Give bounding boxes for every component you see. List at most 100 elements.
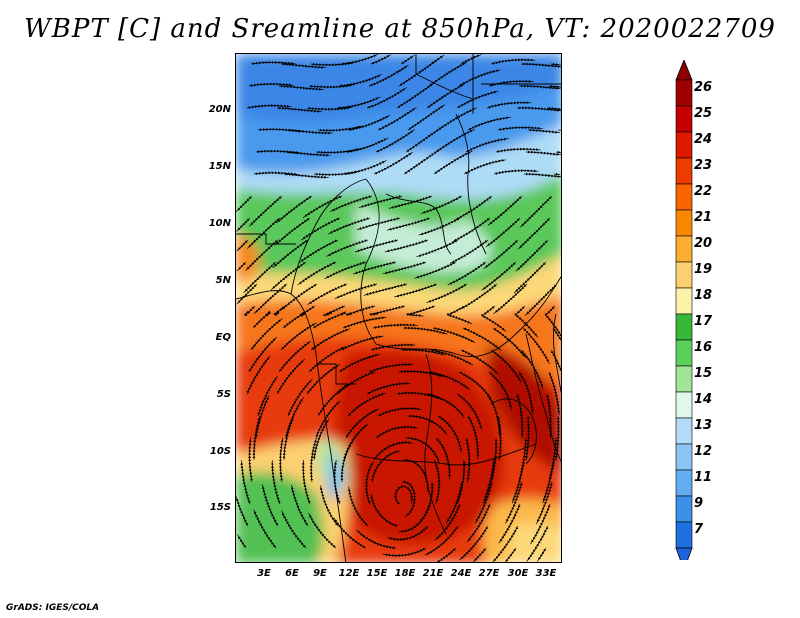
streamline <box>522 327 550 365</box>
colorbar-swatch <box>675 521 693 549</box>
lon-label-3e: 3E <box>257 568 271 579</box>
streamline <box>490 349 522 383</box>
streamline <box>504 547 517 562</box>
streamline <box>490 58 536 65</box>
lat-label-5s: 5S <box>216 389 231 400</box>
streamline <box>372 323 418 330</box>
colorbar-label: 22 <box>694 184 713 199</box>
streamline <box>310 328 351 351</box>
streamline <box>355 529 397 550</box>
lat-label-15s: 15S <box>209 502 231 513</box>
streamline <box>518 371 534 415</box>
streamline <box>340 335 384 351</box>
lon-label-6e: 6E <box>285 568 299 579</box>
streamline <box>467 116 511 131</box>
streamline <box>525 150 561 156</box>
colorbar-swatch <box>675 365 693 393</box>
streamline <box>492 525 519 562</box>
chart-title: WBPT [C] and Sreamline at 850hPa, VT: 20… <box>24 14 776 44</box>
streamline <box>338 353 380 373</box>
streamline <box>488 79 534 87</box>
streamline <box>387 525 429 541</box>
colorbar-label: 24 <box>694 132 713 147</box>
colorbar-swatch <box>675 183 693 211</box>
colorbar-swatch <box>675 339 693 367</box>
lat-label-5n: 5N <box>215 275 231 286</box>
lon-label-15e: 15E <box>366 568 388 579</box>
streamline <box>553 172 561 176</box>
streamline <box>437 415 462 453</box>
lon-label-21e: 21E <box>422 568 444 579</box>
streamline <box>236 217 251 232</box>
streamline <box>282 311 305 329</box>
streamline <box>420 195 463 214</box>
streamline <box>370 493 399 527</box>
streamline <box>253 283 288 315</box>
streamline <box>546 393 553 439</box>
streamline <box>243 305 256 317</box>
streamline <box>369 305 406 317</box>
streamline <box>309 437 317 483</box>
streamline <box>480 305 507 332</box>
streamline <box>252 415 261 460</box>
colorbar-label: 11 <box>694 470 713 485</box>
streamline <box>456 393 482 431</box>
streamline <box>248 437 254 483</box>
colorbar-swatch <box>675 417 693 445</box>
streamline <box>459 525 489 561</box>
streamline <box>312 311 346 329</box>
streamline <box>548 84 561 89</box>
streamline <box>236 195 253 213</box>
streamline <box>426 283 468 304</box>
lat-label-10s: 10S <box>209 446 231 457</box>
streamline <box>497 415 503 461</box>
streamline <box>550 349 561 372</box>
colorbar-swatch <box>675 261 693 289</box>
colorbar-bottom-arrow <box>675 547 693 560</box>
streamline <box>550 62 561 66</box>
lon-label-33e: 33E <box>535 568 557 579</box>
colorbar-swatch <box>675 391 693 419</box>
temperature-field <box>236 54 561 562</box>
colorbar-swatch <box>675 469 693 497</box>
colorbar-label: 12 <box>694 444 713 459</box>
streamline <box>521 62 561 68</box>
streamline <box>424 525 459 556</box>
streamline <box>377 406 422 417</box>
grads-credit: GrADS: IGES/COLA <box>6 603 100 613</box>
streamline <box>548 371 561 416</box>
streamline <box>342 316 387 329</box>
streamline <box>435 437 451 480</box>
streamline <box>454 195 493 221</box>
streamline <box>236 239 249 252</box>
streamline <box>426 83 465 109</box>
lon-label-18e: 18E <box>394 568 416 579</box>
colorbar-label: 7 <box>694 522 704 537</box>
colorbar-label: 9 <box>694 496 704 511</box>
streamline <box>366 382 411 395</box>
streamline <box>437 107 477 131</box>
streamline <box>283 172 329 179</box>
colorbar-label: 17 <box>694 314 713 329</box>
streamline <box>446 305 473 325</box>
colorbar-label: 26 <box>694 80 713 95</box>
streamline <box>278 84 324 91</box>
colorbar-swatch <box>675 495 693 523</box>
streamline <box>459 283 498 310</box>
streamline <box>285 150 331 157</box>
streamline <box>428 61 468 87</box>
streamline <box>246 104 292 110</box>
lon-label-9e: 9E <box>313 568 327 579</box>
colorbar-swatch <box>675 157 693 185</box>
streamline <box>240 460 251 505</box>
streamline <box>465 137 509 153</box>
streamline <box>495 147 541 153</box>
streamline <box>248 82 294 88</box>
colorbar-label: 16 <box>694 340 713 355</box>
streamline <box>370 450 401 483</box>
colorbar-top-arrow <box>675 60 693 81</box>
streamline <box>546 106 561 111</box>
streamline <box>365 460 375 505</box>
streamline <box>555 150 561 154</box>
streamline <box>433 150 473 175</box>
